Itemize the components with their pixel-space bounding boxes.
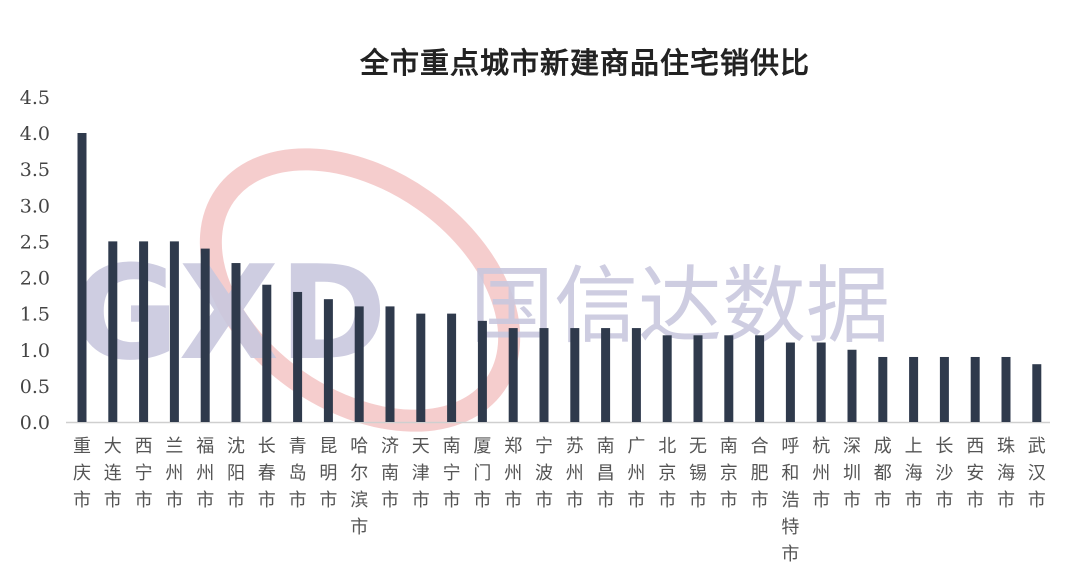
x-tick-label: 重庆市 xyxy=(73,436,91,511)
bar xyxy=(785,342,795,422)
y-tick-label: 3.0 xyxy=(20,195,50,217)
x-tick-label: 昆明市 xyxy=(319,436,337,511)
bar xyxy=(139,241,149,422)
bar xyxy=(447,313,457,422)
x-tick-label: 西安市 xyxy=(966,436,984,511)
y-tick-label: 1.0 xyxy=(20,340,50,362)
bar xyxy=(200,248,210,422)
bar xyxy=(570,328,580,422)
y-tick-label: 0.0 xyxy=(20,412,50,434)
bar xyxy=(323,299,333,422)
x-tick-label: 宁波市 xyxy=(535,436,553,511)
bar xyxy=(169,241,179,422)
y-tick-label: 3.5 xyxy=(20,159,50,181)
bar xyxy=(1001,356,1011,422)
bar xyxy=(354,306,364,422)
bar xyxy=(477,320,487,422)
bar xyxy=(631,328,641,422)
x-tick-label: 大连市 xyxy=(104,436,122,511)
x-tick-label: 西宁市 xyxy=(135,436,153,511)
bar xyxy=(108,241,118,422)
x-tick-label: 无锡市 xyxy=(689,436,707,511)
y-tick-label: 2.5 xyxy=(20,231,50,253)
x-tick-label: 南京市 xyxy=(720,436,738,511)
x-tick-label: 上海市 xyxy=(905,436,923,511)
x-tick-label: 北京市 xyxy=(658,436,676,511)
x-tick-label: 长春市 xyxy=(258,436,276,511)
x-tick-label: 苏州市 xyxy=(566,436,584,511)
x-tick-label: 南昌市 xyxy=(597,436,615,511)
x-tick-label: 天津市 xyxy=(412,436,430,511)
x-tick-label: 合肥市 xyxy=(751,436,769,511)
x-tick-label: 哈尔滨市 xyxy=(350,436,368,538)
x-tick-label: 深圳市 xyxy=(843,436,861,511)
bar xyxy=(693,335,703,422)
y-tick-label: 4.5 xyxy=(20,87,50,109)
bar xyxy=(416,313,426,422)
bar xyxy=(385,306,395,422)
bar xyxy=(231,263,241,422)
bar xyxy=(77,133,87,422)
watermark-text: 国信达数据 xyxy=(470,257,890,355)
bar xyxy=(724,335,734,422)
bar xyxy=(662,335,672,422)
bar xyxy=(293,291,303,422)
bar xyxy=(939,356,949,422)
x-tick-label: 厦门市 xyxy=(473,436,491,511)
bar xyxy=(755,335,765,422)
bar xyxy=(1032,364,1042,422)
y-tick-label: 2.0 xyxy=(20,268,50,290)
x-tick-label: 郑州市 xyxy=(504,436,522,511)
x-tick-label: 济南市 xyxy=(381,436,399,511)
bar xyxy=(878,356,888,422)
x-tick-label: 福州市 xyxy=(196,436,214,511)
x-tick-label: 青岛市 xyxy=(289,436,307,511)
x-tick-label: 珠海市 xyxy=(997,436,1015,511)
x-tick-label: 成都市 xyxy=(874,436,892,511)
bar xyxy=(508,328,518,422)
y-tick-label: 4.0 xyxy=(20,123,50,145)
x-tick-label: 呼和浩特市 xyxy=(781,436,799,565)
bar xyxy=(909,356,919,422)
bar xyxy=(539,328,549,422)
bar xyxy=(601,328,611,422)
x-tick-label: 武汉市 xyxy=(1028,436,1046,511)
x-tick-label: 兰州市 xyxy=(165,436,183,511)
y-tick-label: 1.5 xyxy=(20,304,50,326)
y-tick-label: 0.5 xyxy=(20,376,50,398)
x-tick-label: 广州市 xyxy=(627,436,645,511)
bar xyxy=(970,356,980,422)
chart-title: 全市重点城市新建商品住宅销供比 xyxy=(359,46,810,80)
x-tick-label: 长沙市 xyxy=(935,436,953,511)
x-tick-label: 沈阳市 xyxy=(227,436,245,511)
x-tick-label: 南宁市 xyxy=(443,436,461,511)
x-tick-label: 杭州市 xyxy=(812,436,830,511)
bar xyxy=(262,284,272,422)
bar xyxy=(847,349,857,422)
watermark-logo: GXD xyxy=(72,237,387,389)
bar xyxy=(816,342,826,422)
